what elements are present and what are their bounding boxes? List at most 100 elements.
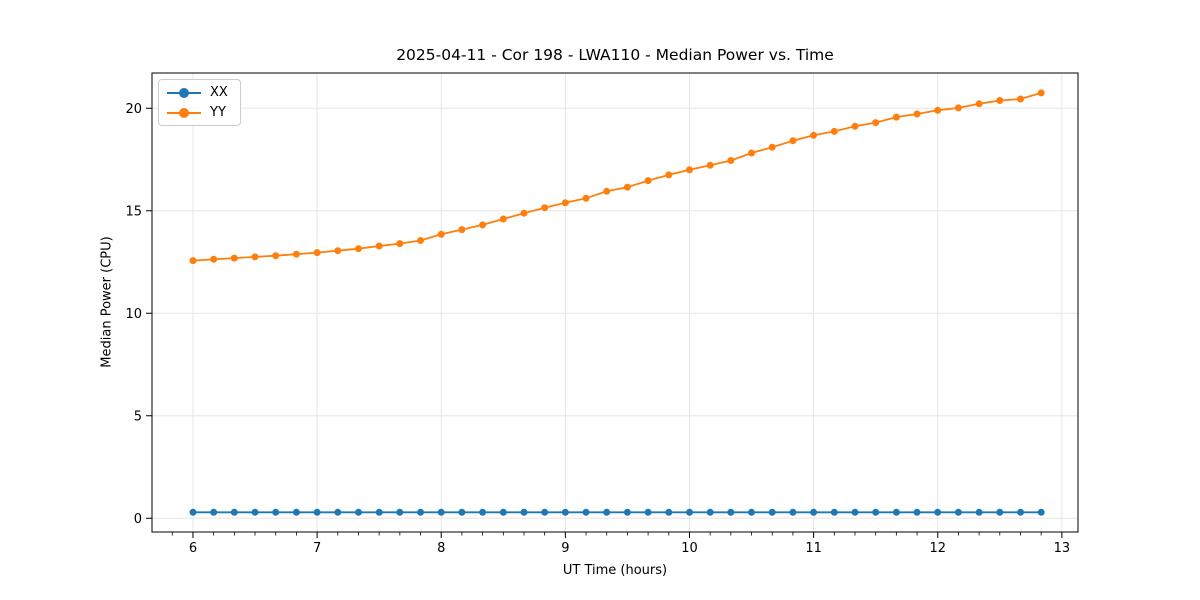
x-tick-label: 11 [805, 541, 822, 556]
series-marker-yy [706, 161, 714, 169]
series-marker-yy [458, 226, 466, 234]
series-marker-yy [748, 149, 755, 157]
x-tick-label: 12 [929, 541, 946, 556]
series-marker-xx [396, 508, 404, 516]
series-marker-xx [292, 508, 300, 516]
series-marker-xx [934, 508, 942, 516]
legend-label-xx: XX [210, 85, 228, 100]
series-marker-yy [417, 237, 424, 244]
series-marker-yy [437, 230, 445, 238]
series-marker-xx [830, 508, 838, 516]
series-marker-xx [561, 508, 569, 516]
series-marker-yy [830, 127, 838, 135]
legend-item-yy: YY [167, 106, 228, 119]
series-marker-yy [541, 204, 549, 212]
series-marker-yy [251, 253, 259, 261]
series-marker-xx [810, 508, 818, 516]
series-marker-yy [230, 254, 238, 262]
series-marker-yy [623, 183, 631, 191]
series-marker-xx [665, 508, 673, 516]
y-tick-label: 20 [125, 102, 142, 117]
series-marker-yy [851, 122, 859, 130]
series-marker-yy [1017, 95, 1024, 103]
x-tick-label: 13 [1054, 541, 1071, 556]
series-marker-yy [355, 245, 362, 253]
series-marker-xx [1017, 508, 1024, 516]
series-marker-yy [334, 247, 342, 255]
series-marker-yy [665, 171, 673, 179]
series-marker-yy [1037, 89, 1045, 97]
x-tick-label: 7 [313, 541, 321, 556]
chart-title: 2025-04-11 - Cor 198 - LWA110 - Median P… [396, 46, 834, 64]
series-marker-yy [561, 199, 569, 207]
legend-label-yy: YY [210, 105, 226, 120]
series-marker-xx [768, 508, 776, 516]
series-marker-xx [334, 508, 342, 516]
series-marker-xx [623, 508, 631, 516]
series-marker-xx [313, 508, 321, 516]
series-marker-xx [727, 508, 735, 516]
series-marker-xx [686, 508, 693, 516]
series-marker-yy [375, 242, 383, 250]
series-marker-xx [375, 508, 383, 516]
y-axis-label: Median Power (CPU) [99, 236, 115, 368]
series-marker-xx [520, 508, 528, 516]
series-marker-xx [913, 508, 921, 516]
series-marker-yy [686, 166, 693, 174]
series-marker-yy [520, 209, 528, 217]
series-marker-xx [603, 508, 611, 516]
y-tick-label: 10 [125, 307, 142, 322]
series-marker-yy [210, 255, 218, 263]
legend-marker-xx-icon [167, 87, 201, 98]
series-marker-yy [582, 194, 590, 202]
x-axis-label: UT Time (hours) [562, 563, 668, 578]
series-marker-xx [872, 508, 880, 516]
series-marker-xx [437, 508, 445, 516]
series-marker-yy [396, 240, 404, 248]
series-marker-xx [499, 508, 507, 516]
series-marker-yy [892, 113, 900, 121]
series-marker-xx [996, 508, 1004, 516]
series-marker-xx [975, 508, 983, 516]
series-marker-xx [892, 508, 900, 516]
series-marker-xx [458, 508, 466, 516]
series-marker-yy [954, 104, 962, 112]
legend-marker-yy-icon [167, 107, 201, 118]
series-marker-yy [872, 119, 880, 127]
series-marker-xx [706, 508, 714, 516]
series-marker-yy [479, 221, 487, 229]
series-marker-xx [355, 508, 362, 516]
series-marker-yy [272, 252, 280, 260]
series-marker-yy [189, 257, 197, 265]
series-marker-xx [479, 508, 487, 516]
series-marker-xx [789, 508, 797, 516]
plot-border [151, 72, 1079, 533]
series-marker-xx [251, 508, 259, 516]
series-marker-xx [210, 508, 218, 516]
series-marker-yy [934, 106, 942, 114]
series-marker-xx [272, 508, 280, 516]
series-line-yy [192, 92, 1042, 262]
x-tick-label: 8 [437, 541, 445, 556]
series-marker-yy [644, 177, 652, 185]
series-marker-xx [189, 508, 197, 516]
x-tick-label: 6 [189, 541, 197, 556]
legend: XX YY [158, 79, 241, 126]
series-marker-yy [292, 250, 300, 258]
series-marker-yy [603, 187, 611, 195]
y-tick-label: 15 [125, 204, 142, 219]
series-marker-xx [417, 508, 424, 516]
series-marker-yy [996, 97, 1004, 104]
series-marker-xx [851, 508, 859, 516]
series-marker-yy [913, 110, 921, 118]
series-marker-yy [768, 143, 776, 151]
x-tick-label: 9 [561, 541, 569, 556]
series-marker-xx [541, 508, 549, 516]
y-tick-label: 0 [134, 512, 142, 527]
series-marker-xx [748, 508, 755, 516]
x-tick-label: 10 [681, 541, 698, 556]
series-marker-yy [499, 215, 507, 223]
series-marker-yy [313, 249, 321, 257]
